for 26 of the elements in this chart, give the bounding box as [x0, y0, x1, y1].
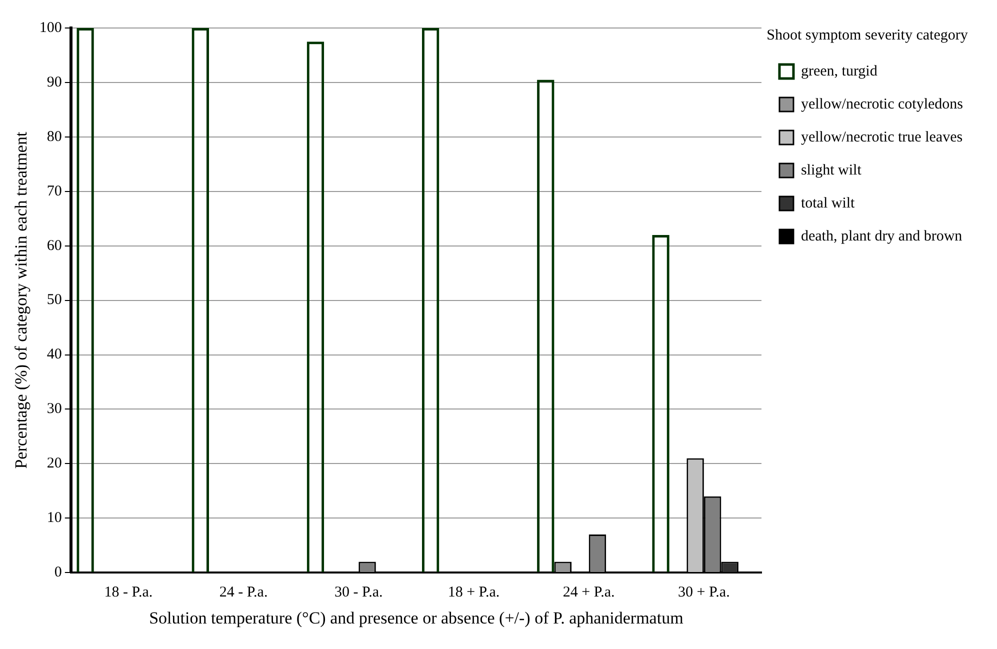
- x-tick-label: 24 - P.a.: [219, 584, 268, 601]
- y-tick-label: 30: [46, 401, 62, 418]
- legend-title: Shoot symptom severity category: [766, 27, 968, 44]
- y-tick-label: 0: [54, 564, 62, 581]
- x-axis-title: Solution temperature (°C) and presence or absence (+/-) of P. aphanidermatum: [149, 608, 684, 628]
- y-tick-label: 80: [46, 128, 62, 145]
- y-tick-label: 90: [46, 74, 62, 90]
- legend-label: green, turgid: [800, 63, 878, 80]
- y-tick-label: 70: [46, 183, 62, 200]
- x-tick-label: 30 - P.a.: [334, 584, 383, 601]
- legend-label: death, plant dry and brown: [800, 228, 963, 244]
- y-tick-label: 40: [46, 346, 62, 363]
- legend-label: total wilt: [800, 195, 856, 212]
- legend-label: yellow/necrotic cotyledons: [800, 96, 964, 112]
- legend-label: slight wilt: [800, 162, 862, 178]
- x-tick-label: 24 + P.a.: [562, 584, 615, 601]
- y-tick-label: 20: [46, 456, 62, 472]
- y-tick-label: 100: [39, 20, 62, 36]
- y-tick-label: 10: [46, 510, 62, 526]
- x-tick-label: 18 + P.a.: [448, 584, 500, 601]
- x-tick-label: 18 - P.a.: [104, 584, 153, 601]
- y-axis-title: Percentage (%) of category within each treatment: [12, 132, 31, 469]
- y-tick-label: 60: [46, 238, 62, 254]
- legend-label: yellow/necrotic true leaves: [800, 129, 963, 146]
- x-tick-label: 30 + P.a.: [678, 584, 730, 601]
- y-tick-label: 50: [46, 292, 62, 308]
